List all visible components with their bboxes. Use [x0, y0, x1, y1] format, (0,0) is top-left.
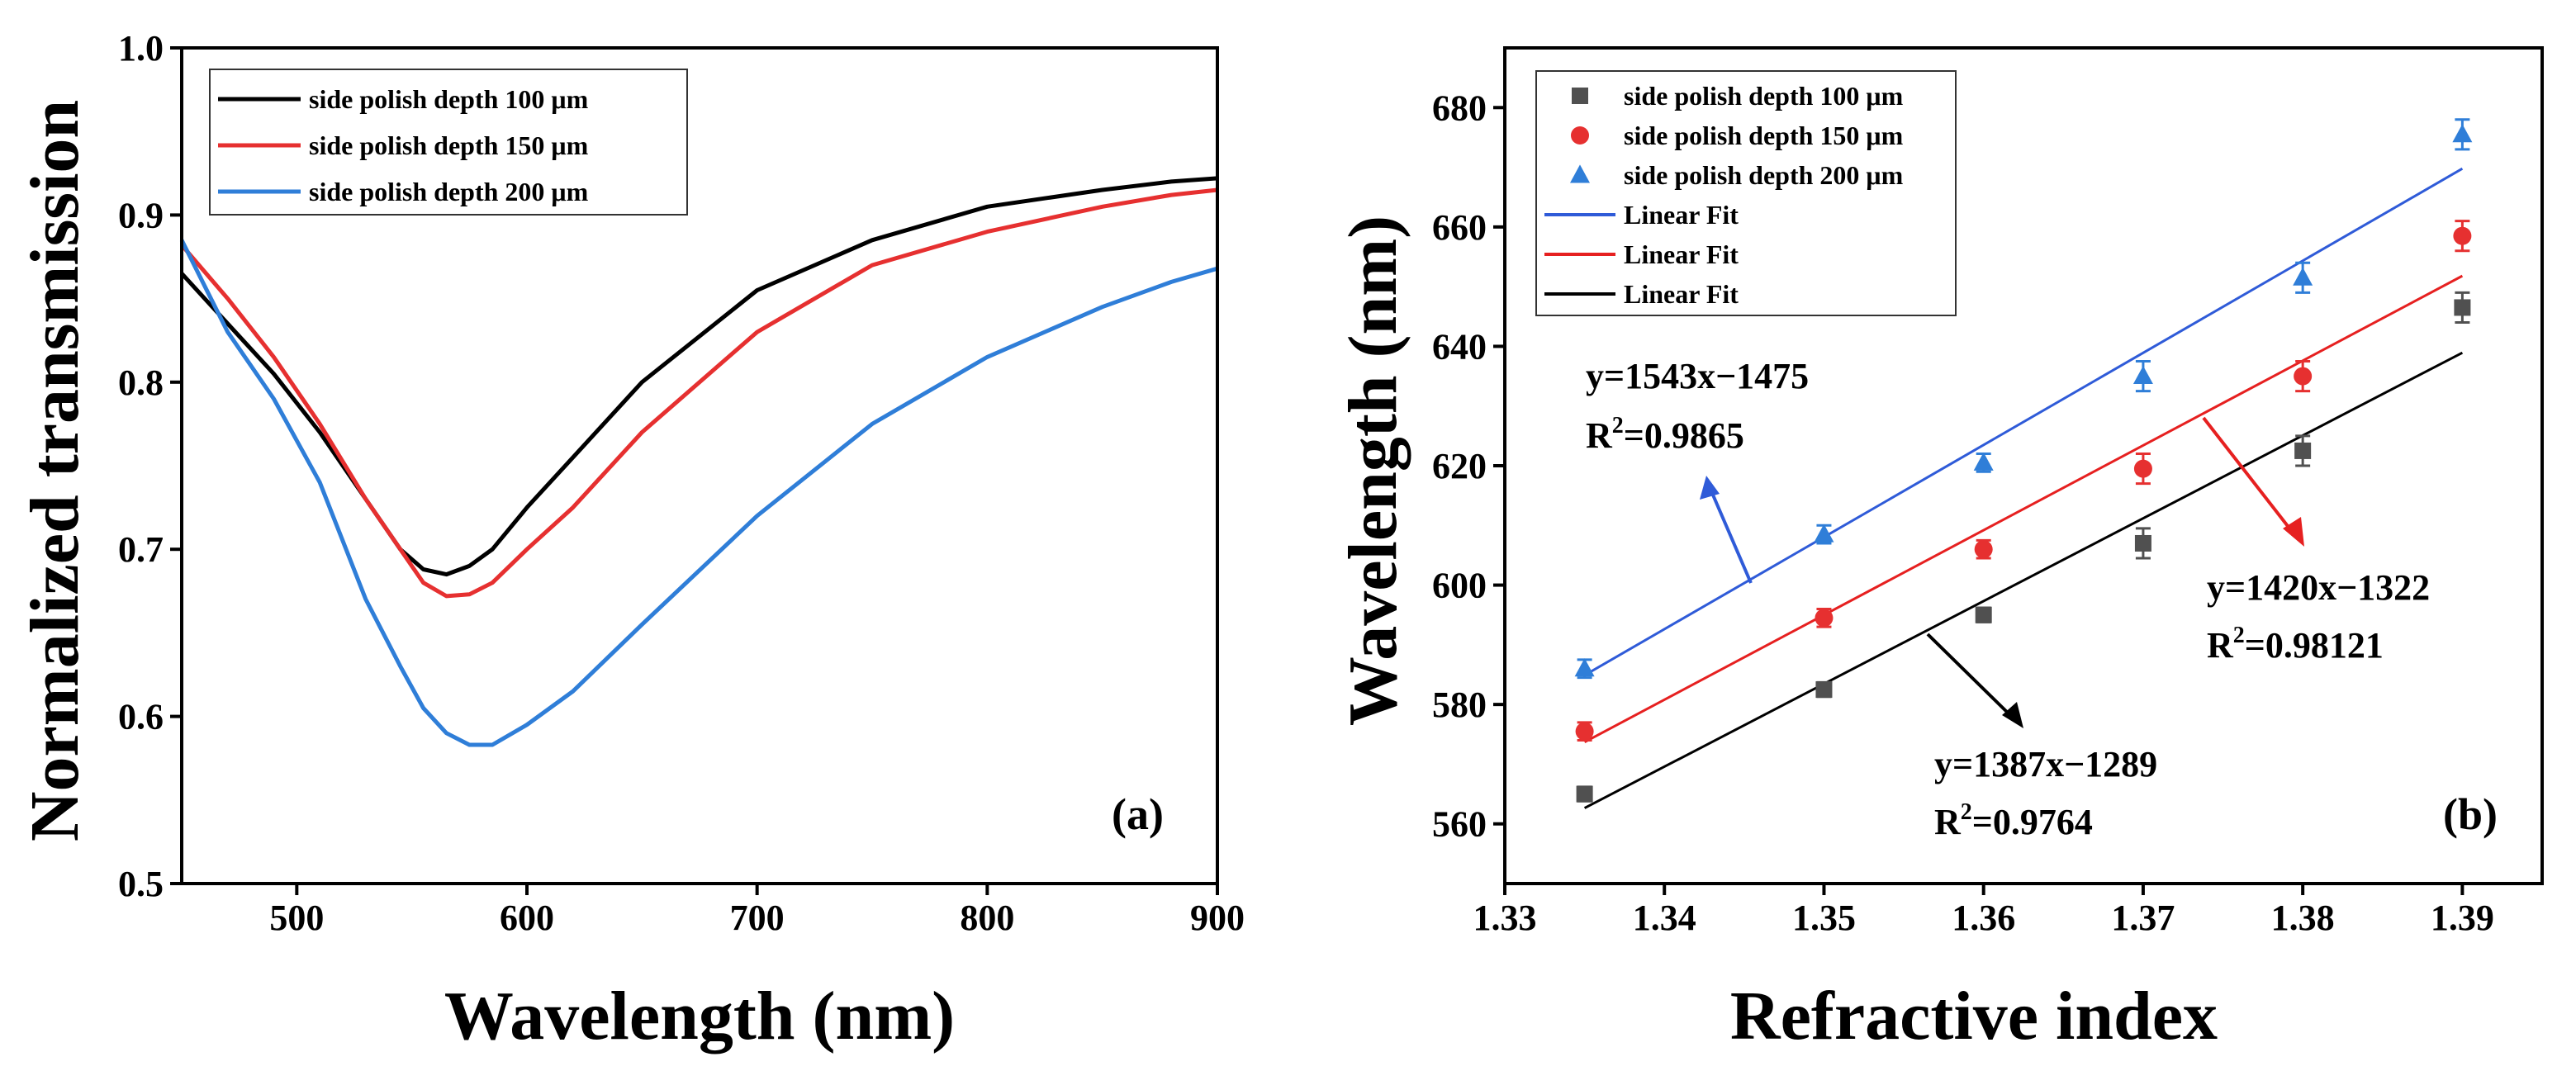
- fit-equation-blue: y=1543x−1475: [1586, 356, 1809, 396]
- fit-line-1: [1583, 351, 2464, 809]
- legend-label-3: side polish depth 200 μm: [309, 177, 589, 206]
- panel-b-y-axis-title: Wavelength (nm): [1335, 216, 1411, 726]
- panel-a-frame: [180, 46, 1219, 885]
- legend-swatch-2: [1571, 126, 1589, 145]
- fit-equation-black: y=1387x−1289: [1934, 744, 2157, 784]
- legend-label-1: side polish depth 100 μm: [309, 84, 589, 114]
- x-tick-label: 600: [500, 898, 554, 938]
- legend-label-4: Linear Fit: [1624, 200, 1739, 230]
- data-point-2: [2294, 367, 2313, 386]
- panel-a-chart: 500 600 700 800 900 0.5 0.6 0.7 0.8 0.9 1.0 Normal…: [17, 28, 1245, 1054]
- panel-a-label: (a): [1112, 789, 1164, 839]
- panel-b-x-axis-title: Refractive index: [1730, 978, 2218, 1054]
- y-tick-label: 0.9: [118, 195, 164, 235]
- x-tick-label: 1.37: [2111, 898, 2175, 938]
- fit-r2-black: R2=0.9764: [1934, 799, 2093, 842]
- y-tick-label: 600: [1432, 566, 1487, 606]
- data-point-1: [2294, 442, 2312, 459]
- data-point-3: [2132, 365, 2153, 385]
- legend-box: [1535, 70, 1957, 316]
- legend-swatch-3: [1570, 164, 1590, 183]
- data-point-2: [2133, 459, 2152, 478]
- series-line-1: [180, 176, 1218, 577]
- x-tick-label: 1.39: [2431, 898, 2494, 938]
- y-tick-label: 0.8: [118, 363, 164, 403]
- y-tick-label: 640: [1432, 326, 1487, 367]
- annotation-arrows: [1700, 416, 2304, 728]
- data-point-2: [1575, 722, 1594, 741]
- panel-a-legend: side polish depth 100 μm side polish dept…: [209, 69, 688, 216]
- x-tick-label: 1.36: [1952, 898, 2015, 938]
- legend-label-2: side polish depth 150 μm: [1624, 121, 1904, 150]
- data-point-2: [2453, 226, 2472, 245]
- data-point-1: [2134, 534, 2151, 552]
- panel-b-plot-area: [1574, 118, 2473, 809]
- y-tick-label: 0.7: [118, 529, 164, 570]
- data-point-1: [1815, 681, 1833, 699]
- fit-annotation-blue: y=1543x−1475 R2=0.9865: [1586, 356, 1809, 456]
- y-tick-label: 0.5: [118, 864, 164, 904]
- fit-r2-red: R2=0.98121: [2207, 623, 2384, 666]
- data-point-1: [2454, 299, 2471, 316]
- legend-swatch-1: [1572, 88, 1588, 104]
- arrow-blue-head: [1700, 476, 1720, 500]
- x-tick-label: 1.38: [2271, 898, 2335, 938]
- y-tick-label: 620: [1432, 446, 1487, 486]
- x-tick-label: 1.33: [1473, 898, 1537, 938]
- data-point-1: [1576, 785, 1593, 803]
- arrow-blue: [1708, 486, 1753, 584]
- arrow-black: [1926, 633, 2017, 722]
- x-tick-label: 700: [730, 898, 785, 938]
- data-point-3: [1814, 524, 1834, 543]
- panel-b-axes: 1.33 1.34 1.35 1.36 1.37 1.38 1.39 560 580 600 620…: [1432, 46, 2544, 938]
- legend-label-3: side polish depth 200 μm: [1624, 160, 1904, 190]
- fit-annotation-black: y=1387x−1289 R2=0.9764: [1934, 744, 2157, 842]
- y-tick-label: 680: [1432, 88, 1487, 128]
- data-point-3: [2293, 267, 2313, 286]
- y-tick-label: 580: [1432, 685, 1487, 725]
- panel-a-axes: 500 600 700 800 900 0.5 0.6 0.7 0.8 0.9 1.0: [118, 28, 1245, 938]
- y-tick-label: 560: [1432, 804, 1487, 845]
- data-point-3: [2452, 124, 2473, 143]
- fit-line-2: [1583, 274, 2464, 744]
- series-line-3: [179, 239, 1218, 747]
- arrow-red-head: [2283, 517, 2304, 547]
- x-tick-label: 1.35: [1792, 898, 1856, 938]
- x-tick-label: 500: [269, 898, 324, 938]
- arrow-red: [2202, 416, 2298, 538]
- y-tick-label: 0.6: [118, 697, 164, 737]
- x-tick-label: 1.34: [1633, 898, 1696, 938]
- panel-a-x-axis-title: Wavelength (nm): [444, 978, 955, 1054]
- y-tick-label: 1.0: [118, 28, 164, 69]
- fit-line-3: [1583, 167, 2464, 676]
- legend-label-1: side polish depth 100 μm: [1624, 81, 1904, 111]
- panel-b-chart: 1.33 1.34 1.35 1.36 1.37 1.38 1.39 560 580 600 620…: [1335, 46, 2544, 1054]
- data-point-3: [1574, 658, 1595, 677]
- fit-annotation-red: y=1420x−1322 R2=0.98121: [2207, 567, 2430, 666]
- series-line-2: [180, 187, 1218, 599]
- data-point-2: [1815, 609, 1834, 628]
- legend-label-6: Linear Fit: [1624, 279, 1739, 309]
- x-tick-label: 800: [960, 898, 1014, 938]
- x-tick-label: 900: [1190, 898, 1245, 938]
- data-point-1: [1975, 606, 1992, 623]
- panel-b-legend: side polish depth 100 μm side polish dept…: [1535, 70, 1957, 316]
- legend-label-2: side polish depth 150 μm: [309, 130, 589, 160]
- y-tick-label: 660: [1432, 207, 1487, 248]
- data-point-2: [1974, 540, 1993, 559]
- panel-a-plot-area: [179, 176, 1218, 747]
- panel-b-label: (b): [2443, 789, 2498, 839]
- panel-a-y-axis-title: Normalized transmission: [17, 100, 93, 841]
- arrow-black-head: [2002, 702, 2023, 728]
- data-point-3: [1973, 452, 1994, 471]
- legend-label-5: Linear Fit: [1624, 239, 1739, 269]
- fit-equation-red: y=1420x−1322: [2207, 567, 2430, 608]
- fit-r2-blue: R2=0.9865: [1586, 413, 1744, 456]
